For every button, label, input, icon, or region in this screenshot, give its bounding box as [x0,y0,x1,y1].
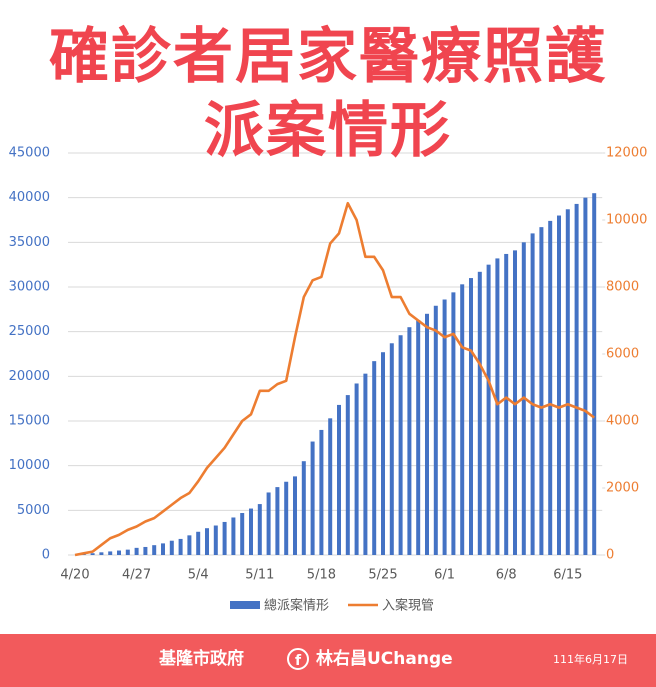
footer-date: 111年6月17日 [553,652,628,666]
bar [486,264,491,555]
bar [249,508,253,555]
y-tick-label: 30000 [9,280,50,295]
bar [416,320,421,555]
bar [389,343,394,555]
x-tick-label: 5/25 [368,568,397,583]
bar [143,546,148,555]
bar [117,550,121,555]
bar [451,292,456,555]
y2-tick-label: 10000 [606,213,647,228]
bar [583,197,588,555]
y2-tick-label: 0 [606,548,614,563]
line [74,201,595,557]
bar [187,535,192,555]
bar [178,538,183,555]
bar [222,521,227,555]
bar [152,545,157,555]
bar [90,553,95,555]
bar [275,487,280,555]
bar [460,284,465,555]
bar [293,476,297,555]
bar [398,335,403,555]
facebook-f: f [295,653,302,669]
y2-tick-label: 2000 [606,481,639,496]
bar [592,193,597,555]
bar [363,373,368,555]
chart-title: 確診者居家醫療照護派案情形 [49,22,607,166]
y-tick-label: 5000 [17,503,50,518]
bar [310,441,315,555]
bar [240,513,245,555]
y2-tick-label: 8000 [606,280,639,295]
x-tick-label: 4/20 [60,568,89,583]
bar [99,552,104,555]
bar [442,299,447,555]
legend-label: 總派案情形 [264,598,329,614]
bar [565,209,570,555]
footer-org: 基隆市政府 [158,648,244,669]
bar [433,305,438,555]
bar [108,551,113,555]
bar [548,220,553,556]
y-tick-label: 25000 [9,324,50,339]
y-tick-label: 45000 [9,146,50,161]
bar [574,203,579,556]
x-tick-label: 5/18 [307,568,336,583]
bar [337,404,341,555]
bar [469,278,473,555]
bar [372,361,377,555]
y-tick-label: 10000 [9,458,50,473]
bar [345,395,350,555]
y2-tick-label: 12000 [606,146,647,161]
bar [266,492,271,555]
bar [301,461,306,555]
bar [477,271,482,555]
bar [284,481,289,555]
bar [539,227,544,555]
bar [205,528,209,555]
x-tick-label: 4/27 [122,568,151,583]
bar [495,258,500,555]
y2-tick-label: 6000 [606,347,639,362]
bar [169,540,174,555]
bar [319,429,324,555]
bar [161,543,165,555]
y-tick-label: 40000 [9,190,50,205]
bar [196,531,201,555]
bar [213,525,218,555]
y2-tick-label: 4000 [606,414,639,429]
facebook-icon [287,648,309,670]
legend-swatch [230,601,260,609]
bar [407,327,412,555]
bar [328,418,333,555]
x-tick-label: 6/15 [553,568,582,583]
x-tick-label: 6/8 [496,568,517,583]
x-tick-label: 5/4 [188,568,209,583]
bar [125,549,130,555]
bar [504,253,509,556]
bar [134,547,139,555]
bar [425,313,429,555]
y-tick-label: 20000 [9,369,50,384]
x-tick-label: 5/11 [245,568,274,583]
bar [257,504,262,555]
bar [557,215,561,556]
footer-page: 林右昌UChange [316,648,453,669]
footer-band [0,634,656,687]
x-tick-label: 6/1 [434,568,455,583]
bar [381,352,385,555]
bar [530,233,535,555]
bar [231,517,236,555]
legend-label: 入案現管 [382,599,434,614]
y-tick-label: 0 [42,548,50,563]
y-tick-label: 35000 [9,235,50,250]
y-tick-label: 15000 [9,414,50,429]
bar [354,383,359,555]
